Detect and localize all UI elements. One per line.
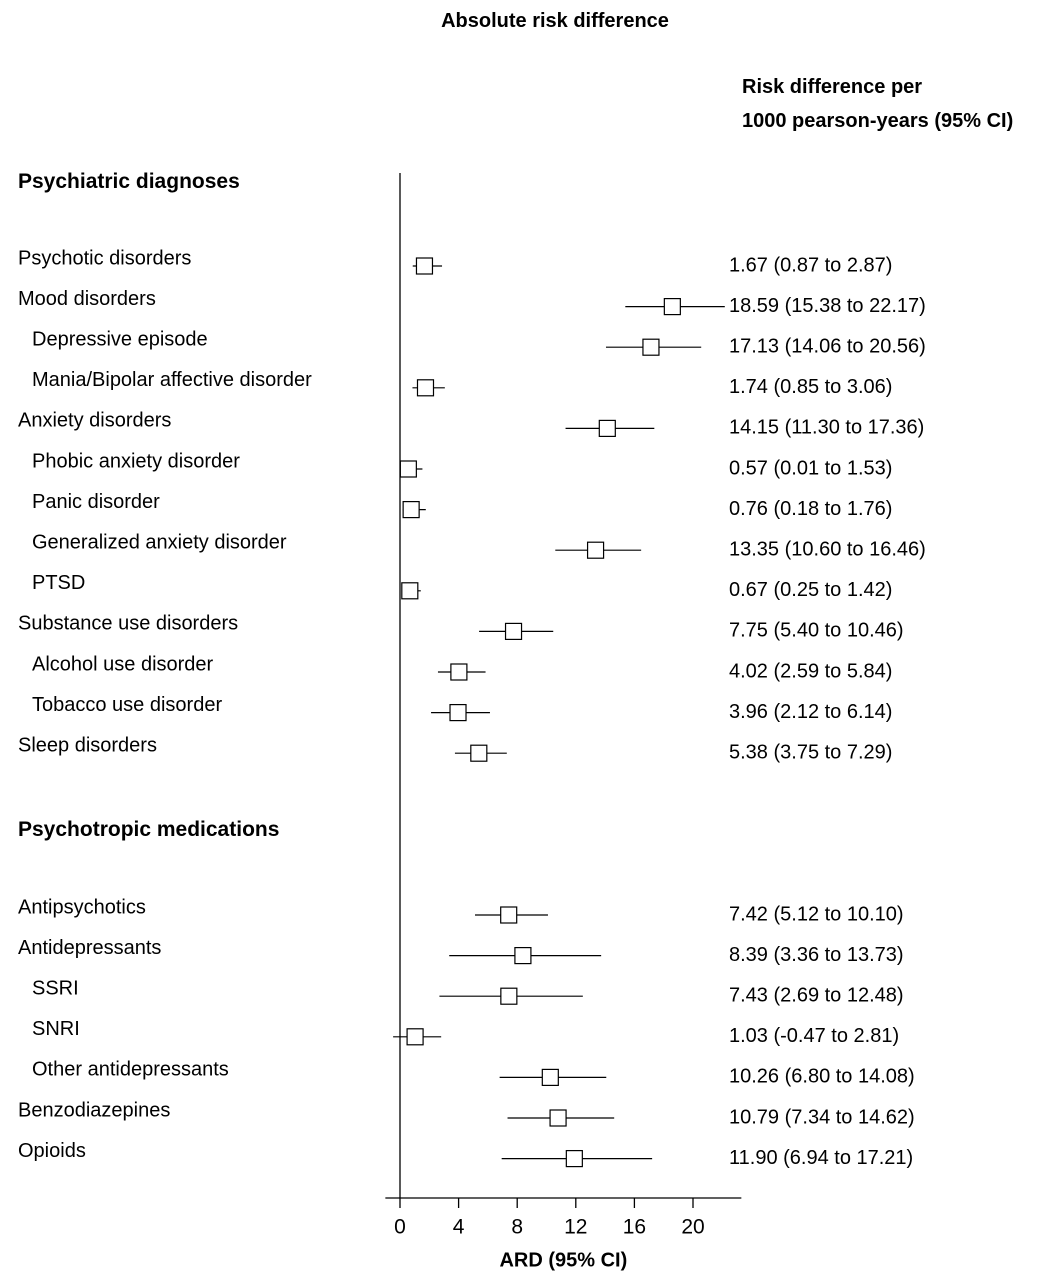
chart-title: Absolute risk difference bbox=[441, 10, 669, 32]
section-title-psychotropic-medications: Psychotropic medications bbox=[18, 818, 280, 841]
point-estimate-box bbox=[406, 1028, 424, 1046]
x-axis-label: ARD (95% CI) bbox=[499, 1249, 627, 1271]
x-tick-label: 20 bbox=[681, 1216, 704, 1239]
estimate-text: 18.59 (15.38 to 22.17) bbox=[729, 295, 926, 317]
point-estimate-box bbox=[449, 703, 467, 722]
estimate-text: 7.75 (5.40 to 10.46) bbox=[729, 620, 904, 642]
x-tick-label: 0 bbox=[394, 1216, 406, 1239]
estimate-text: 3.96 (2.12 to 6.14) bbox=[729, 701, 892, 723]
estimate-text: 17.13 (14.06 to 20.56) bbox=[729, 335, 926, 357]
row-label: Opioids bbox=[18, 1140, 86, 1162]
estimate-text: 5.38 (3.75 to 7.29) bbox=[729, 741, 892, 763]
estimate-text: 11.90 (6.94 to 17.21) bbox=[729, 1147, 913, 1169]
row-label: Alcohol use disorder bbox=[32, 653, 214, 675]
estimate-text: 1.67 (0.87 to 2.87) bbox=[729, 254, 892, 276]
row-label: SSRI bbox=[32, 977, 79, 999]
estimate-text: 10.79 (7.34 to 14.62) bbox=[729, 1106, 915, 1128]
x-tick-label: 12 bbox=[564, 1216, 587, 1239]
x-tick-label: 16 bbox=[623, 1216, 646, 1239]
row-label: Substance use disorders bbox=[18, 613, 238, 635]
row-label: Antipsychotics bbox=[18, 896, 146, 918]
row-label: Psychotic disorders bbox=[18, 247, 191, 269]
point-estimate-box bbox=[415, 257, 434, 275]
estimate-text: 13.35 (10.60 to 16.46) bbox=[729, 538, 926, 560]
point-estimate-box bbox=[541, 1068, 559, 1087]
point-estimate-box bbox=[514, 946, 532, 965]
row-label: Anxiety disorders bbox=[18, 410, 171, 432]
estimate-text: 0.76 (0.18 to 1.76) bbox=[729, 498, 892, 520]
estimate-text: 7.42 (5.12 to 10.10) bbox=[729, 903, 904, 925]
row-label: Depressive episode bbox=[32, 328, 208, 350]
point-estimate-box bbox=[663, 298, 681, 316]
x-tick-label: 4 bbox=[453, 1216, 465, 1239]
point-estimate-box bbox=[401, 582, 419, 600]
point-estimate-box bbox=[399, 460, 417, 478]
row-label: Mania/Bipolar affective disorder bbox=[32, 369, 312, 391]
point-estimate-box bbox=[500, 906, 518, 924]
estimate-header-line-1: Risk difference per bbox=[742, 76, 923, 98]
row-label: Mood disorders bbox=[18, 288, 156, 310]
estimate-text: 0.57 (0.01 to 1.53) bbox=[729, 457, 892, 479]
estimate-text: 8.39 (3.36 to 13.73) bbox=[729, 944, 904, 966]
estimate-text: 14.15 (11.30 to 17.36) bbox=[729, 417, 924, 439]
point-estimate-box bbox=[470, 744, 488, 762]
point-estimate-box bbox=[586, 541, 605, 559]
estimate-text: 10.26 (6.80 to 14.08) bbox=[729, 1066, 915, 1088]
row-label: Phobic anxiety disorder bbox=[32, 450, 240, 472]
point-estimate-box bbox=[549, 1109, 567, 1127]
row-label: Generalized anxiety disorder bbox=[32, 531, 287, 553]
estimate-text: 1.74 (0.85 to 3.06) bbox=[729, 376, 892, 398]
section-title-psychiatric-diagnoses: Psychiatric diagnoses bbox=[18, 170, 240, 193]
row-label: Antidepressants bbox=[18, 937, 161, 959]
point-estimate-box bbox=[450, 663, 468, 681]
row-label: Benzodiazepines bbox=[18, 1099, 170, 1121]
estimate-text: 7.43 (2.69 to 12.48) bbox=[729, 984, 904, 1006]
estimate-header-line-2: 1000 pearson-years (95% CI) bbox=[742, 110, 1014, 132]
point-estimate-box bbox=[642, 338, 660, 356]
row-label: PTSD bbox=[32, 572, 85, 594]
point-estimate-box bbox=[416, 379, 435, 397]
point-estimate-box bbox=[504, 622, 523, 641]
row-label: Other antidepressants bbox=[32, 1059, 229, 1081]
point-estimate-box bbox=[500, 987, 518, 1005]
row-label: Sleep disorders bbox=[18, 734, 157, 756]
row-label: Panic disorder bbox=[32, 491, 160, 513]
estimate-text: 4.02 (2.59 to 5.84) bbox=[729, 660, 892, 682]
row-label: Tobacco use disorder bbox=[32, 694, 222, 716]
estimate-text: 1.03 (-0.47 to 2.81) bbox=[729, 1025, 899, 1047]
estimate-text: 0.67 (0.25 to 1.42) bbox=[729, 579, 892, 601]
point-estimate-box bbox=[598, 419, 616, 437]
point-estimate-box bbox=[565, 1149, 583, 1168]
row-label: SNRI bbox=[32, 1018, 80, 1040]
x-tick-label: 8 bbox=[511, 1216, 523, 1239]
point-estimate-box bbox=[402, 501, 420, 519]
